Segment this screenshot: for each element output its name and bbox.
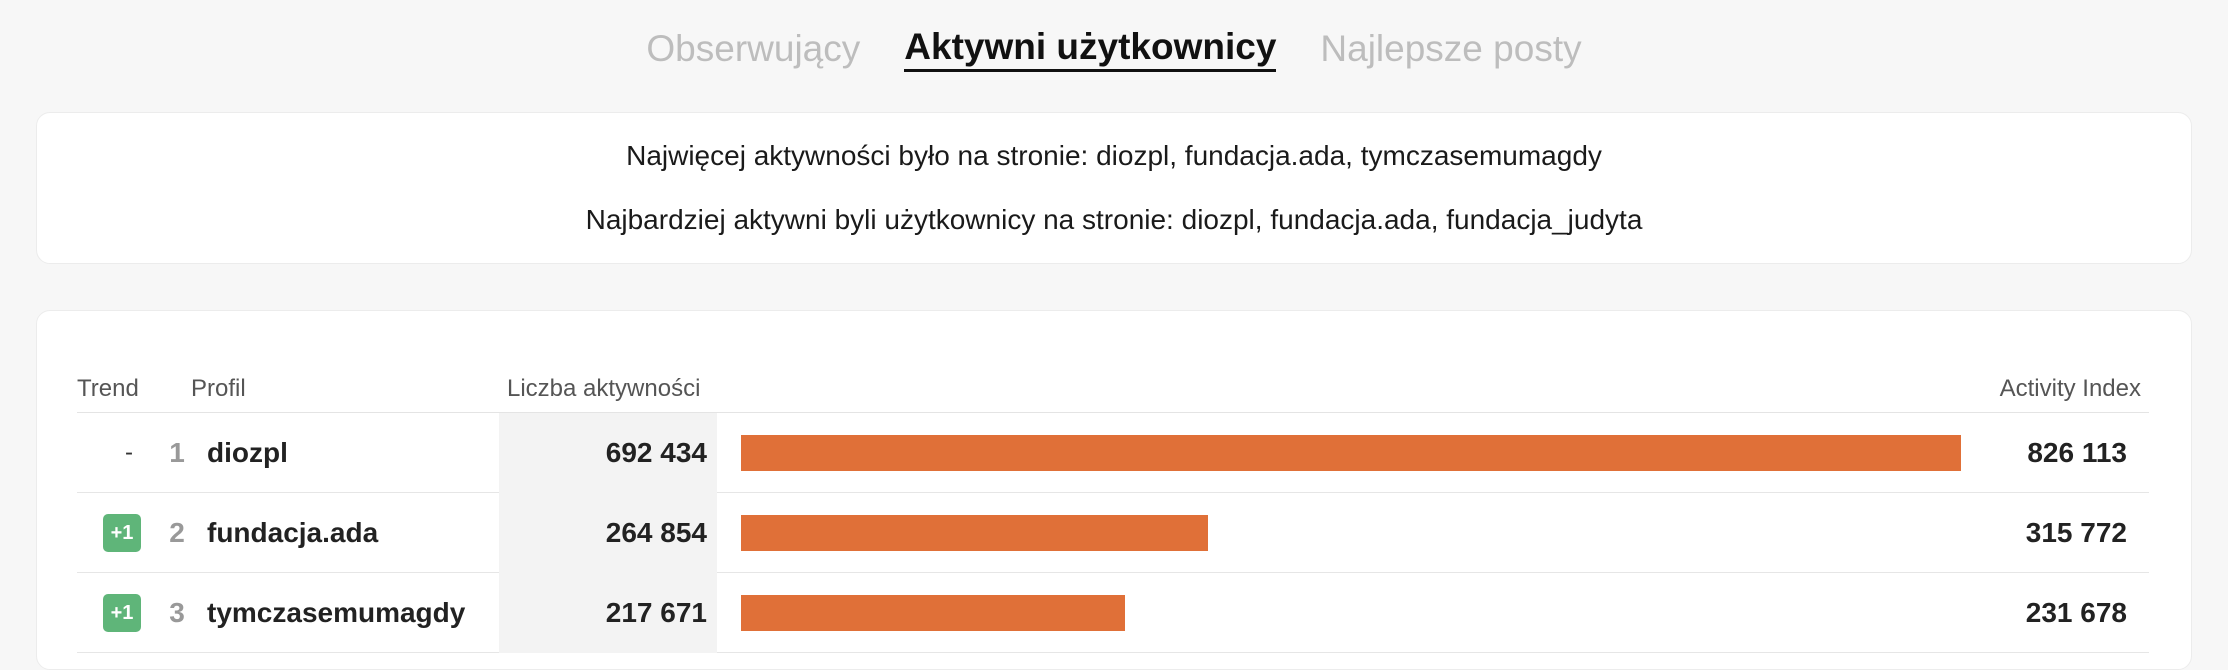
trend-cell: +1	[77, 573, 141, 653]
table-row[interactable]: +1 3 tymczasemumagdy 217 671 231 678	[77, 573, 2149, 653]
count-cell-background	[499, 493, 717, 573]
activity-bar-track	[741, 515, 1961, 551]
summary-most-activity: Najwięcej aktywności było na stronie: di…	[626, 140, 1602, 171]
header-trend[interactable]: Trend	[77, 375, 139, 402]
profile-name[interactable]: fundacja.ada	[207, 517, 379, 548]
activity-bar	[741, 515, 1208, 551]
tab-aktywni-uzytkownicy[interactable]: Aktywni użytkownicy	[904, 28, 1277, 72]
trend-up-badge: +1	[103, 514, 141, 552]
activity-bar	[741, 595, 1125, 631]
table-row[interactable]: - 1 diozpl 692 434 826 113	[77, 413, 2149, 493]
trend-cell: +1	[77, 493, 141, 573]
table-row[interactable]: +1 2 fundacja.ada 264 854 315 772	[77, 493, 2149, 573]
table-header: Trend Profil Liczba aktywności Activity …	[77, 363, 2149, 413]
trend-up-badge: +1	[103, 594, 141, 632]
header-count[interactable]: Liczba aktywności	[507, 375, 701, 402]
activity-index: 231 678	[2025, 597, 2127, 628]
summary-most-active-users: Najbardziej aktywni byli użytkownicy na …	[585, 204, 1643, 235]
rank: 2	[169, 517, 185, 548]
activity-bar	[741, 435, 1961, 471]
activity-count: 264 854	[605, 517, 707, 548]
activity-count: 217 671	[605, 597, 707, 628]
activity-index: 315 772	[2025, 517, 2127, 548]
activity-count: 692 434	[605, 437, 707, 468]
activity-bar-track	[741, 595, 1961, 631]
header-activity-index[interactable]: Activity Index	[1999, 375, 2141, 402]
header-profil[interactable]: Profil	[191, 375, 246, 402]
activity-index: 826 113	[2027, 437, 2127, 468]
activity-table: Trend Profil Liczba aktywności Activity …	[36, 310, 2192, 670]
tab-bar: Obserwujący Aktywni użytkownicy Najlepsz…	[0, 0, 2228, 100]
profile-name[interactable]: diozpl	[207, 437, 288, 468]
rank: 3	[169, 597, 185, 628]
summary-card: Najwięcej aktywności było na stronie: di…	[36, 112, 2192, 264]
activity-bar-track	[741, 435, 1961, 471]
tab-obserwujacy[interactable]: Obserwujący	[646, 27, 861, 69]
trend-cell: -	[77, 413, 141, 493]
profile-name[interactable]: tymczasemumagdy	[207, 597, 466, 628]
tab-najlepsze-posty[interactable]: Najlepsze posty	[1320, 27, 1582, 69]
rank: 1	[169, 437, 185, 468]
count-cell-background	[499, 413, 717, 493]
trend-unchanged: -	[125, 439, 133, 466]
